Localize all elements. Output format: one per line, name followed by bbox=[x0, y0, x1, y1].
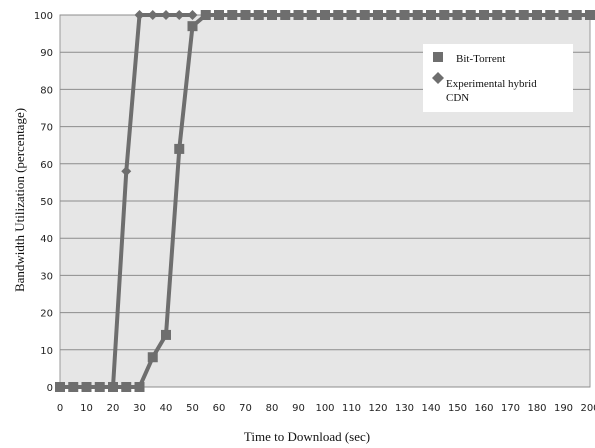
data-point-bit-torrent bbox=[426, 10, 436, 20]
x-tick-label: 140 bbox=[421, 403, 440, 414]
data-point-bit-torrent bbox=[505, 10, 516, 20]
data-point-bit-torrent bbox=[227, 10, 238, 20]
x-tick-label: 10 bbox=[80, 403, 93, 414]
x-tick-label: 100 bbox=[315, 403, 334, 414]
legend-label-bit-torrent: Bit-Torrent bbox=[456, 53, 505, 65]
data-point-bit-torrent bbox=[267, 10, 277, 20]
data-point-bit-torrent bbox=[373, 10, 383, 20]
data-point-hybrid-cdn bbox=[81, 382, 92, 392]
x-tick-label: 180 bbox=[527, 403, 546, 414]
data-point-bit-torrent bbox=[346, 10, 357, 20]
data-point-hybrid-cdn bbox=[94, 382, 105, 392]
x-axis-ticks: 0 10 20 30 40 50 60 70 80 90 100 110 120 130 140 150 160… bbox=[57, 403, 595, 414]
data-point-bit-torrent bbox=[214, 10, 224, 20]
x-tick-label: 120 bbox=[368, 403, 387, 414]
data-point-bit-torrent bbox=[280, 10, 291, 20]
x-tick-label: 60 bbox=[213, 403, 226, 414]
data-point-bit-torrent bbox=[492, 10, 503, 20]
x-tick-label: 110 bbox=[342, 403, 361, 414]
y-tick-label: 100 bbox=[34, 11, 53, 22]
data-point-bit-torrent bbox=[240, 10, 251, 20]
x-tick-label: 20 bbox=[107, 403, 120, 414]
data-point-bit-torrent bbox=[147, 352, 158, 363]
data-point-bit-torrent bbox=[479, 10, 489, 20]
data-point-hybrid-cdn bbox=[161, 10, 171, 20]
data-point-hybrid-cdn bbox=[68, 382, 79, 392]
x-tick-label: 190 bbox=[554, 403, 573, 414]
x-tick-label: 70 bbox=[239, 403, 252, 414]
data-point-bit-torrent bbox=[518, 10, 529, 20]
y-tick-label: 90 bbox=[40, 48, 53, 59]
data-point-bit-torrent bbox=[121, 382, 132, 392]
y-tick-label: 50 bbox=[40, 197, 53, 208]
data-point-bit-torrent bbox=[532, 10, 542, 20]
series-hybrid-cdn bbox=[55, 10, 198, 392]
y-tick-label: 70 bbox=[40, 123, 53, 134]
legend-label-hybrid-cdn: Experimental hybrid CDN bbox=[446, 78, 539, 104]
data-point-bit-torrent bbox=[187, 21, 198, 32]
data-point-bit-torrent bbox=[200, 10, 211, 20]
data-point-hybrid-cdn bbox=[147, 10, 158, 20]
x-tick-label: 130 bbox=[395, 403, 414, 414]
y-tick-label: 10 bbox=[40, 346, 53, 357]
data-point-hybrid-cdn bbox=[134, 10, 145, 20]
data-point-bit-torrent bbox=[293, 10, 304, 20]
data-point-bit-torrent bbox=[161, 329, 171, 340]
x-tick-label: 160 bbox=[474, 403, 493, 414]
data-point-bit-torrent bbox=[399, 10, 410, 20]
data-point-bit-torrent bbox=[306, 10, 317, 20]
data-point-bit-torrent bbox=[465, 10, 476, 20]
data-point-hybrid-cdn bbox=[55, 382, 65, 392]
data-point-bit-torrent bbox=[571, 10, 582, 20]
y-axis-ticks: 0 10 20 30 40 50 60 70 80 90 100 bbox=[34, 11, 53, 394]
data-point-bit-torrent bbox=[585, 10, 595, 20]
data-point-bit-torrent bbox=[253, 10, 264, 20]
data-point-hybrid-cdn bbox=[121, 166, 132, 177]
data-point-bit-torrent bbox=[174, 143, 185, 154]
data-point-bit-torrent bbox=[412, 10, 423, 20]
y-tick-label: 30 bbox=[40, 271, 53, 282]
y-tick-label: 80 bbox=[40, 85, 53, 96]
data-point-bit-torrent bbox=[558, 10, 569, 20]
x-tick-label: 150 bbox=[448, 403, 467, 414]
y-tick-label: 40 bbox=[40, 234, 53, 245]
data-point-bit-torrent bbox=[359, 10, 370, 20]
x-tick-label: 50 bbox=[186, 403, 199, 414]
y-axis-title: Bandwidth Utilization (percentage) bbox=[12, 108, 27, 292]
legend-background bbox=[423, 44, 573, 112]
data-point-bit-torrent bbox=[439, 10, 450, 20]
x-tick-label: 90 bbox=[292, 403, 305, 414]
data-point-bit-torrent bbox=[545, 10, 556, 20]
legend: Bit-Torrent Experimental hybrid CDN bbox=[423, 44, 573, 112]
y-tick-label: 20 bbox=[40, 309, 53, 320]
x-tick-label: 0 bbox=[57, 403, 63, 414]
legend-marker-bit-torrent bbox=[433, 52, 443, 62]
data-point-bit-torrent bbox=[320, 10, 330, 20]
x-tick-label: 200 bbox=[580, 403, 595, 414]
data-point-bit-torrent bbox=[333, 10, 344, 20]
x-tick-label: 80 bbox=[266, 403, 279, 414]
x-axis-title: Time to Download (sec) bbox=[244, 429, 370, 444]
legend-marker-hybrid-cdn bbox=[432, 72, 444, 84]
y-tick-label: 0 bbox=[47, 383, 53, 394]
x-tick-label: 40 bbox=[160, 403, 173, 414]
data-point-hybrid-cdn bbox=[108, 382, 118, 392]
data-point-bit-torrent bbox=[134, 382, 145, 392]
x-tick-label: 30 bbox=[133, 403, 146, 414]
data-point-bit-torrent bbox=[386, 10, 397, 20]
y-tick-label: 60 bbox=[40, 160, 53, 171]
series-layer bbox=[55, 10, 595, 392]
data-point-hybrid-cdn bbox=[187, 10, 198, 20]
x-tick-label: 170 bbox=[501, 403, 520, 414]
gridlines bbox=[60, 14, 590, 388]
data-point-hybrid-cdn bbox=[174, 10, 185, 20]
data-point-bit-torrent bbox=[452, 10, 463, 20]
